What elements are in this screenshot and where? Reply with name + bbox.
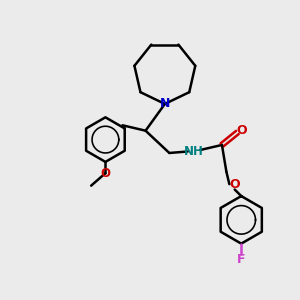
Text: N: N bbox=[160, 98, 170, 110]
Text: O: O bbox=[100, 167, 110, 180]
Text: NH: NH bbox=[184, 145, 204, 158]
Text: O: O bbox=[230, 178, 240, 191]
Text: F: F bbox=[237, 253, 245, 266]
Text: O: O bbox=[236, 124, 247, 136]
